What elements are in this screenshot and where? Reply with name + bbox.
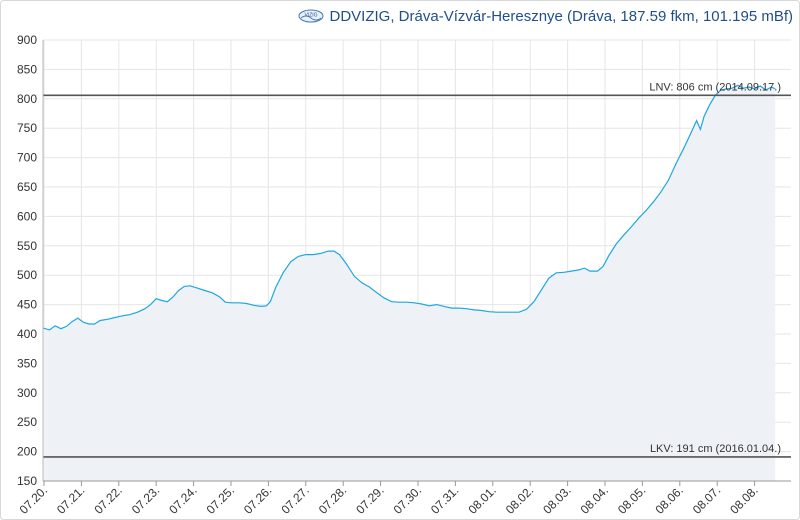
x-tick-label: 07.26. [241,483,274,516]
x-tick-label: 08.03. [540,483,573,516]
reference-line-label: LKV: 191 cm (2016.01.04.) [650,443,781,455]
x-tick-label: 07.23. [129,483,162,516]
y-tick-label: 800 [17,92,37,106]
chart-header: VIZIG DDVIZIG, Dráva-Vízvár-Heresznye (D… [298,1,793,31]
y-tick-label: 550 [17,239,37,253]
x-tick-label: 08.04. [578,483,611,516]
x-tick-label: 07.28. [316,483,349,516]
x-tick-label: 07.31. [428,483,461,516]
x-tick-label: 07.29. [353,483,386,516]
svg-text:VIZIG: VIZIG [304,13,317,19]
y-tick-label: 600 [17,209,37,223]
area-fill [43,85,776,482]
y-tick-label: 400 [17,327,37,341]
reference-line-label: LNV: 806 cm (2014.09.17.) [649,81,781,93]
y-tick-label: 200 [17,445,37,459]
x-tick-label: 08.05. [615,483,648,516]
y-tick-label: 150 [17,474,37,488]
chart-title: DDVIZIG, Dráva-Vízvár-Heresznye (Dráva, … [329,7,793,25]
x-tick-label: 07.24. [166,483,199,516]
x-tick-label: 08.02. [503,483,536,516]
water-level-area [43,85,776,482]
x-tick-label: 08.01. [465,483,498,516]
y-tick-label: 250 [17,415,37,429]
y-tick-label: 900 [17,33,37,47]
vizig-logo-icon: VIZIG [298,9,324,23]
y-tick-label: 850 [17,62,37,76]
y-tick-label: 700 [17,151,37,165]
series-line [42,84,776,331]
reference-lines: LNV: 806 cm (2014.09.17.) LKV: 191 cm (20… [43,81,791,458]
y-tick-label: 500 [17,268,37,282]
y-tick-label: 650 [17,180,37,194]
water-level-line [42,84,776,331]
x-tick-label: 08.07. [690,483,723,516]
y-tick-label: 300 [17,386,37,400]
y-tick-label: 750 [17,121,37,135]
x-tick-label: 07.20. [17,483,50,516]
x-tick-label: 08.06. [652,483,685,516]
y-tick-label: 350 [17,356,37,370]
x-tick-label: 07.21. [54,483,87,516]
x-tick-label: 07.30. [391,483,424,516]
y-tick-label: 450 [17,298,37,312]
x-tick-label: 08.08. [727,483,760,516]
x-tick-label: 07.27. [278,483,311,516]
x-tick-label: 07.22. [91,483,124,516]
x-tick-label: 07.25. [204,483,237,516]
